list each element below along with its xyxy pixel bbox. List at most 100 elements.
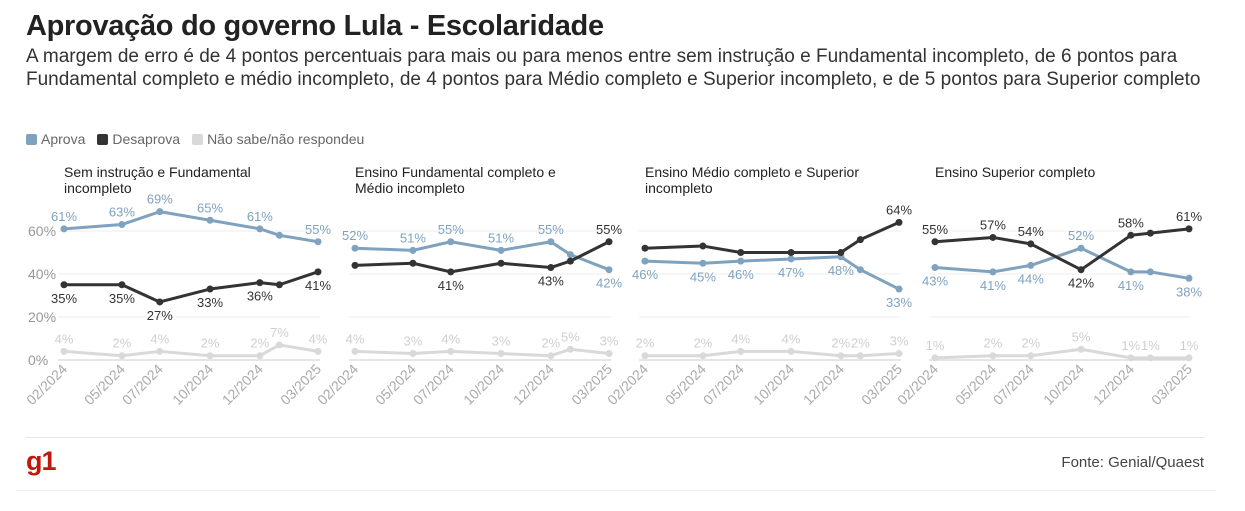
y-tick-label: 60% xyxy=(28,223,56,239)
data-label-desaprova: 36% xyxy=(247,289,273,304)
data-label-nao-sabe: 4% xyxy=(782,331,801,346)
data-point-aprova xyxy=(206,216,214,224)
chart-panel-4: Ensino Superior completo 02/2024 05/2024 0… xyxy=(894,164,1202,434)
data-label-aprova: 52% xyxy=(1068,228,1094,243)
data-label-aprova: 61% xyxy=(51,209,77,224)
legend-swatch-desaprova xyxy=(97,133,109,145)
data-point-aprova xyxy=(1027,261,1035,269)
data-label-nao-sabe: 4% xyxy=(346,331,365,346)
data-label-aprova: 48% xyxy=(828,263,854,278)
data-label-aprova: 41% xyxy=(980,278,1006,293)
data-label-aprova: 69% xyxy=(147,192,173,207)
data-point-nao-sabe xyxy=(1027,352,1035,360)
data-label-desaprova: 27% xyxy=(147,308,173,323)
data-point-aprova xyxy=(566,251,574,259)
data-label-desaprova: 42% xyxy=(1068,276,1094,291)
data-label-nao-sabe: 2% xyxy=(1021,336,1040,351)
data-point-nao-sabe xyxy=(409,350,417,358)
data-point-desaprova xyxy=(699,242,707,250)
data-label-aprova: 52% xyxy=(342,228,368,243)
data-point-aprova xyxy=(1185,274,1193,282)
data-point-aprova xyxy=(60,225,68,233)
data-point-aprova xyxy=(1127,268,1135,276)
data-point-aprova xyxy=(314,238,322,246)
x-tick-label: 07/2024 xyxy=(119,361,166,408)
x-tick-label: 05/2024 xyxy=(81,361,128,408)
data-point-nao-sabe xyxy=(1185,354,1193,362)
data-point-aprova xyxy=(787,255,795,263)
data-label-nao-sabe: 2% xyxy=(984,336,1003,351)
data-point-desaprova xyxy=(447,268,455,276)
data-point-nao-sabe xyxy=(256,352,264,360)
data-label-desaprova: 41% xyxy=(305,278,331,293)
legend: Aprova Desaprova Não sabe/não respondeu xyxy=(26,131,364,147)
data-point-aprova xyxy=(856,266,864,274)
data-point-nao-sabe xyxy=(1127,354,1135,362)
y-tick-label: 0% xyxy=(28,352,48,368)
x-tick-label: 10/2024 xyxy=(460,361,507,408)
data-label-aprova: 55% xyxy=(305,222,331,237)
data-point-nao-sabe xyxy=(699,352,707,360)
data-point-aprova xyxy=(497,246,505,254)
data-label-aprova: 51% xyxy=(488,230,514,245)
data-point-nao-sabe xyxy=(275,341,283,349)
bottom-rule xyxy=(16,490,1216,491)
data-label-desaprova: 43% xyxy=(538,274,564,289)
data-point-aprova xyxy=(989,268,997,276)
data-label-desaprova: 55% xyxy=(922,222,948,237)
data-label-aprova: 61% xyxy=(247,209,273,224)
data-label-aprova: 65% xyxy=(197,200,223,215)
data-label-nao-sabe: 1% xyxy=(1141,338,1160,353)
data-label-aprova: 47% xyxy=(778,265,804,280)
data-label-nao-sabe: 4% xyxy=(150,331,169,346)
x-tick-label: 07/2024 xyxy=(410,361,457,408)
panel-title: Ensino Superior completo xyxy=(935,164,1096,180)
data-point-nao-sabe xyxy=(447,347,455,355)
data-point-desaprova xyxy=(118,281,126,289)
data-label-aprova: 46% xyxy=(632,267,658,282)
data-point-aprova xyxy=(699,259,707,267)
data-point-nao-sabe xyxy=(837,352,845,360)
y-tick-label: 20% xyxy=(28,309,56,325)
x-tick-label: 05/2024 xyxy=(372,361,419,408)
chart-panel-1: Sem instrução e Fundamental incompleto 0… xyxy=(23,164,331,434)
legend-label-desaprova: Desaprova xyxy=(112,131,181,147)
data-point-desaprova xyxy=(787,249,795,256)
data-point-desaprova xyxy=(566,257,574,265)
x-tick-label: 02/2024 xyxy=(604,361,651,408)
data-label-nao-sabe: 5% xyxy=(561,329,580,344)
data-point-aprova xyxy=(931,264,939,272)
y-tick-label: 40% xyxy=(28,266,56,282)
data-point-desaprova xyxy=(156,298,164,306)
x-tick-label: 12/2024 xyxy=(800,361,847,408)
data-label-nao-sabe: 2% xyxy=(113,336,132,351)
data-point-desaprova xyxy=(314,268,322,276)
data-point-desaprova xyxy=(605,238,613,246)
chart-subtitle: A margem de erro é de 4 pontos percentua… xyxy=(26,46,1201,90)
data-label-nao-sabe: 4% xyxy=(309,331,328,346)
data-point-nao-sabe xyxy=(1146,354,1154,362)
footer-divider xyxy=(26,437,1204,438)
data-point-desaprova xyxy=(206,285,214,293)
data-point-aprova xyxy=(895,285,903,293)
data-point-nao-sabe xyxy=(931,354,939,362)
data-label-nao-sabe: 1% xyxy=(926,338,945,353)
data-label-nao-sabe: 2% xyxy=(851,336,870,351)
panel-title: Ensino Médio completo e Superior incompl… xyxy=(645,164,860,196)
data-point-desaprova xyxy=(641,244,649,252)
data-point-aprova xyxy=(605,266,613,274)
x-tick-label: 02/2024 xyxy=(894,361,941,408)
data-label-nao-sabe: 2% xyxy=(201,336,220,351)
data-point-aprova xyxy=(256,225,264,233)
data-point-nao-sabe xyxy=(1077,345,1085,353)
data-point-nao-sabe xyxy=(566,345,574,353)
data-label-nao-sabe: 3% xyxy=(600,334,619,349)
data-label-aprova: 38% xyxy=(1176,284,1202,299)
data-point-nao-sabe xyxy=(497,350,505,358)
data-point-desaprova xyxy=(351,261,359,269)
chart-title: Aprovação do governo Lula - Escolaridade xyxy=(26,10,604,42)
data-point-desaprova xyxy=(895,218,903,226)
source-note: Fonte: Genial/Quaest xyxy=(1061,454,1204,471)
